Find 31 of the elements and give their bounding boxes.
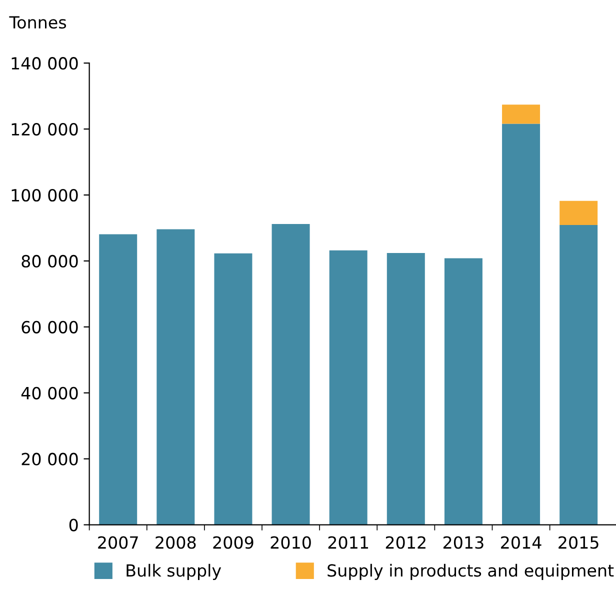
legend-label: Supply in products and equipment bbox=[328, 564, 614, 580]
y-tick-label: 60 000 bbox=[22, 320, 78, 334]
x-tick-label: 2012 bbox=[386, 536, 426, 549]
y-tick-label: 120 000 bbox=[12, 122, 78, 136]
y-tick-label: 100 000 bbox=[12, 188, 78, 202]
x-tick-label: 2013 bbox=[443, 536, 484, 549]
y-tick-label: 140 000 bbox=[12, 57, 78, 70]
x-tick-label: 2015 bbox=[558, 536, 598, 549]
x-tick-label: 2007 bbox=[98, 536, 138, 549]
bar bbox=[502, 124, 540, 525]
bar bbox=[560, 225, 598, 525]
x-tick-label: 2011 bbox=[328, 536, 368, 549]
bar bbox=[502, 104, 540, 124]
x-tick-label: 2008 bbox=[156, 536, 196, 549]
bar bbox=[272, 224, 310, 525]
x-tick-label: 2014 bbox=[501, 536, 542, 549]
bar bbox=[156, 229, 195, 525]
bar bbox=[444, 258, 482, 525]
y-tick-label: 80 000 bbox=[22, 254, 78, 268]
y-tick-label: 40 000 bbox=[21, 386, 78, 400]
bar bbox=[329, 250, 368, 525]
bar bbox=[99, 234, 138, 525]
bar bbox=[214, 253, 252, 525]
x-tick-label: 2010 bbox=[270, 536, 311, 549]
legend-label: Bulk supply bbox=[126, 564, 222, 580]
bar bbox=[560, 200, 598, 225]
y-tick-label: 20 000 bbox=[22, 452, 78, 466]
y-axis-title: Tonnes bbox=[9, 16, 66, 29]
y-tick-label: 0 bbox=[69, 518, 78, 532]
x-tick-label: 2009 bbox=[213, 536, 254, 549]
bar bbox=[386, 253, 425, 525]
